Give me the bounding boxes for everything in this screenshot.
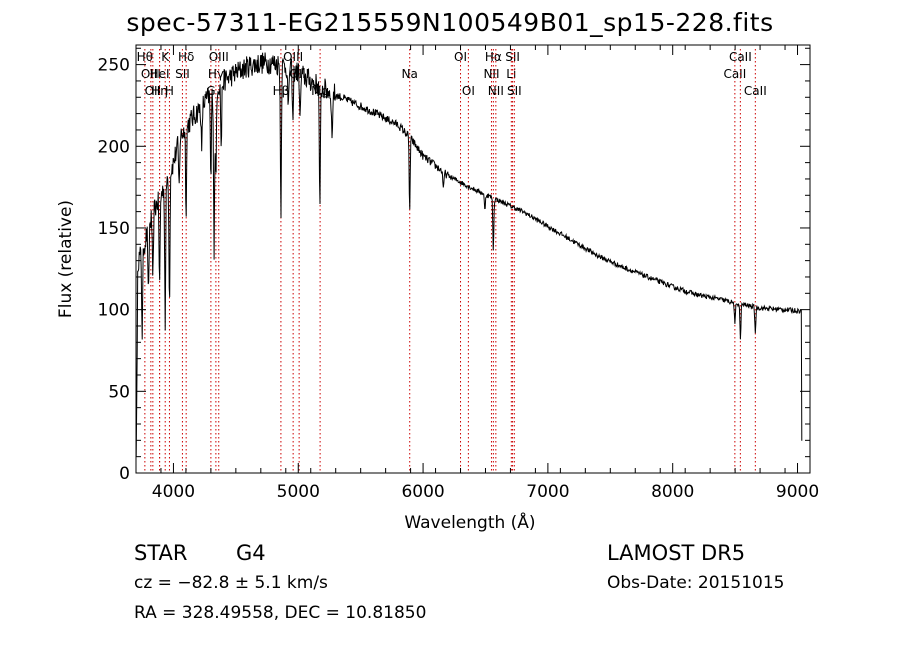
- line-marker-label: Na: [402, 67, 418, 81]
- redshift-text: cz = −82.8 ± 5.1 km/s: [134, 573, 328, 593]
- y-tick-label: 250: [98, 56, 130, 76]
- x-tick-label: 6000: [401, 482, 444, 502]
- y-tick-label: 0: [119, 464, 130, 484]
- line-marker-label: Hθ: [137, 50, 153, 64]
- object-subclass: G4: [236, 541, 266, 565]
- line-marker-label: CaII: [744, 84, 767, 98]
- y-tick-label: 100: [98, 301, 130, 321]
- line-marker-label: Li: [506, 67, 516, 81]
- line-marker-label: CaII: [729, 50, 752, 64]
- line-marker-label: CaII: [723, 67, 746, 81]
- x-tick-label: 8000: [651, 482, 694, 502]
- line-marker-label: SII: [505, 50, 520, 64]
- line-marker-label: H: [165, 84, 174, 98]
- x-tick-label: 4000: [152, 482, 195, 502]
- line-marker-label: G: [206, 84, 215, 98]
- line-marker-label: Hδ: [178, 50, 194, 64]
- line-marker-label: OI: [454, 50, 467, 64]
- axis-ticks: 4000 5000 6000 7000 8000 9000 0 50 100 150 200 250: [98, 45, 819, 502]
- chart-title: spec-57311-EG215559N100549B01_sp15-228.f…: [126, 8, 774, 37]
- y-tick-label: 200: [98, 137, 130, 157]
- obs-date: Obs-Date: 20151015: [607, 573, 785, 593]
- line-marker-label: OIII: [209, 50, 229, 64]
- line-marker-label: Hα: [485, 50, 502, 64]
- line-marker-label: SII: [507, 84, 522, 98]
- line-marker-label: K: [161, 50, 170, 64]
- plot-frame: [135, 44, 811, 474]
- x-tick-label: 5000: [277, 482, 320, 502]
- line-marker-label: NII: [488, 84, 504, 98]
- line-marker-label: SII: [175, 67, 190, 81]
- line-marker-label: OIII: [283, 50, 303, 64]
- y-axis-label: Flux (relative): [56, 200, 76, 318]
- object-class: STAR: [134, 541, 188, 565]
- x-tick-label: 7000: [526, 482, 569, 502]
- coordinates: RA = 328.49558, DEC = 10.81850: [134, 603, 427, 623]
- line-marker-label: NII: [483, 67, 499, 81]
- survey-label: LAMOST DR5: [607, 541, 746, 565]
- x-axis-label: Wavelength (Å): [404, 511, 535, 533]
- line-marker-label: OI: [462, 84, 475, 98]
- y-tick-label: 150: [98, 219, 130, 239]
- line-marker-label: OIII: [141, 67, 161, 81]
- line-marker-label: HeI: [150, 67, 170, 81]
- y-tick-label: 50: [108, 382, 130, 402]
- x-tick-label: 9000: [776, 482, 819, 502]
- line-marker-label: Hβ: [273, 84, 290, 98]
- line-markers: HθOIIIOIIHηHeIKHSIIHδGHγOIIIHβOIIIOIIIMg…: [137, 49, 767, 473]
- line-marker-label: OII: [145, 84, 162, 98]
- line-marker-label: Hγ: [208, 67, 224, 81]
- spectrum-line: [135, 52, 803, 457]
- line-marker-label: Hη: [151, 84, 168, 98]
